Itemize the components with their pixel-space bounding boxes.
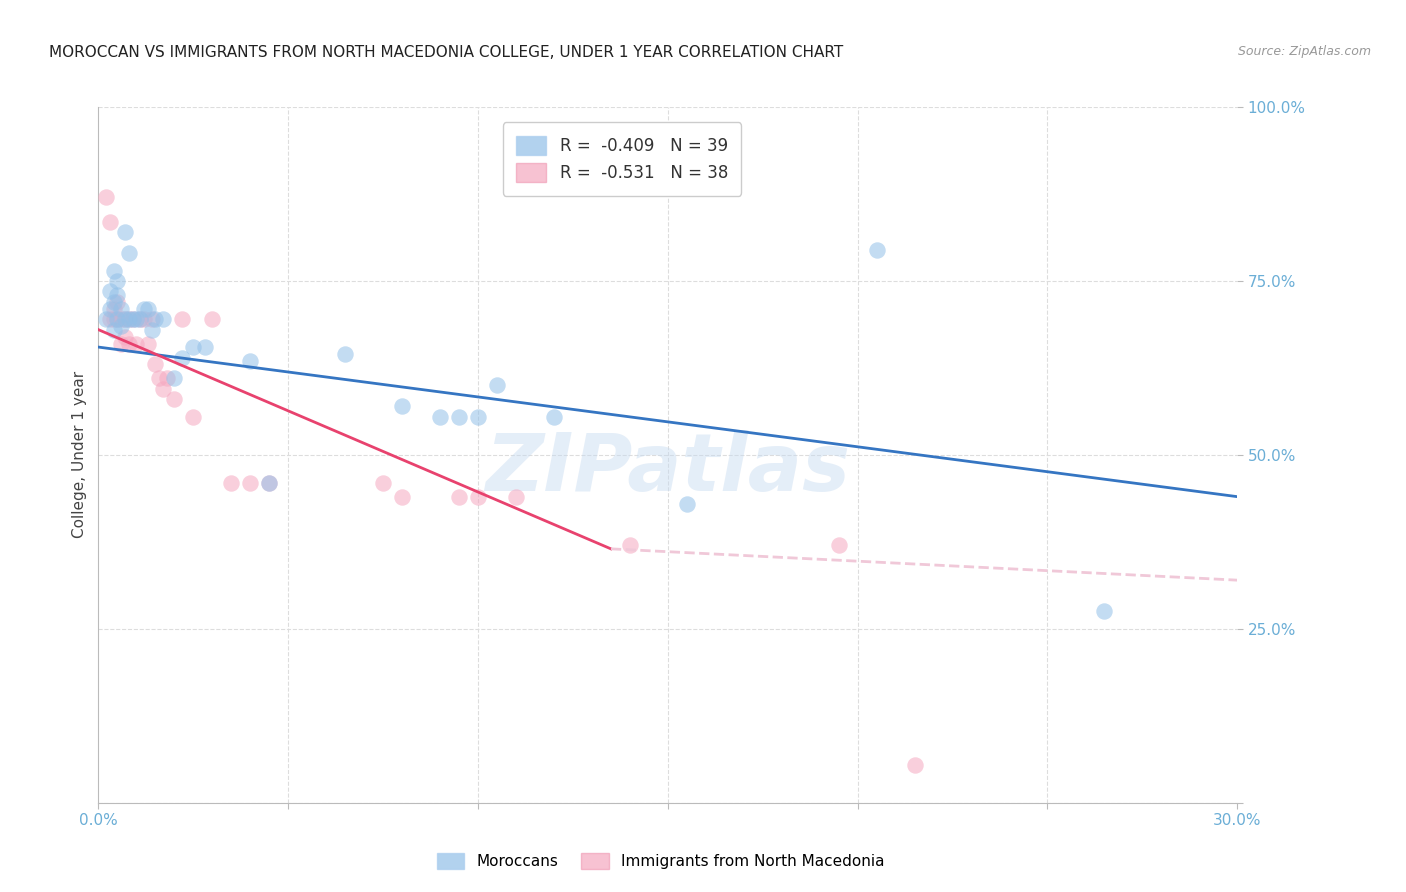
Point [467,490,489,504]
Point [103,323,125,337]
Point [239,475,262,490]
Point [107,288,129,302]
Point [103,301,125,316]
Point [828,538,851,552]
Point [125,336,148,351]
Point [98,285,121,299]
Point [132,301,155,316]
Point [114,312,136,326]
Point [110,301,132,316]
Point [114,225,136,239]
Point [121,312,143,326]
Point [259,475,281,490]
Point [221,475,243,490]
Point [505,490,527,504]
Point [429,409,451,424]
Point [94,312,117,326]
Point [125,312,148,326]
Point [467,409,489,424]
Point [183,409,205,424]
Point [98,215,121,229]
Point [103,312,125,326]
Point [170,312,193,326]
Point [107,312,129,326]
Point [1094,605,1116,619]
Point [259,475,281,490]
Point [141,312,163,326]
Point [676,497,699,511]
Point [129,312,152,326]
Point [449,490,471,504]
Point [114,312,136,326]
Text: Source: ZipAtlas.com: Source: ZipAtlas.com [1237,45,1371,58]
Legend: Moroccans, Immigrants from North Macedonia: Moroccans, Immigrants from North Macedon… [430,847,891,875]
Point [103,294,125,309]
Point [183,340,205,354]
Point [619,538,641,552]
Point [107,312,129,326]
Point [129,312,152,326]
Text: MOROCCAN VS IMMIGRANTS FROM NORTH MACEDONIA COLLEGE, UNDER 1 YEAR CORRELATION CH: MOROCCAN VS IMMIGRANTS FROM NORTH MACEDO… [49,45,844,60]
Point [163,392,186,407]
Point [148,371,170,385]
Point [335,347,357,361]
Point [486,378,509,392]
Point [98,301,121,316]
Point [98,312,121,326]
Point [194,340,217,354]
Point [121,312,143,326]
Point [118,336,141,351]
Point [107,274,129,288]
Point [904,757,927,772]
Point [371,475,394,490]
Point [145,312,167,326]
Y-axis label: College, Under 1 year: College, Under 1 year [72,371,87,539]
Legend: R =  -0.409   N = 39, R =  -0.531   N = 38: R = -0.409 N = 39, R = -0.531 N = 38 [503,122,741,196]
Point [141,323,163,337]
Point [94,190,117,204]
Point [391,490,413,504]
Point [156,371,179,385]
Point [866,243,889,257]
Point [391,399,413,413]
Point [110,336,132,351]
Point [145,358,167,372]
Point [107,294,129,309]
Point [103,263,125,277]
Point [118,246,141,260]
Point [152,312,174,326]
Point [543,409,565,424]
Point [118,312,141,326]
Point [118,312,141,326]
Point [201,312,224,326]
Point [110,319,132,334]
Point [170,351,193,365]
Point [136,301,159,316]
Point [152,382,174,396]
Point [239,354,262,368]
Point [132,312,155,326]
Text: ZIPatlas: ZIPatlas [485,430,851,508]
Point [114,329,136,343]
Point [449,409,471,424]
Point [163,371,186,385]
Point [136,336,159,351]
Point [110,312,132,326]
